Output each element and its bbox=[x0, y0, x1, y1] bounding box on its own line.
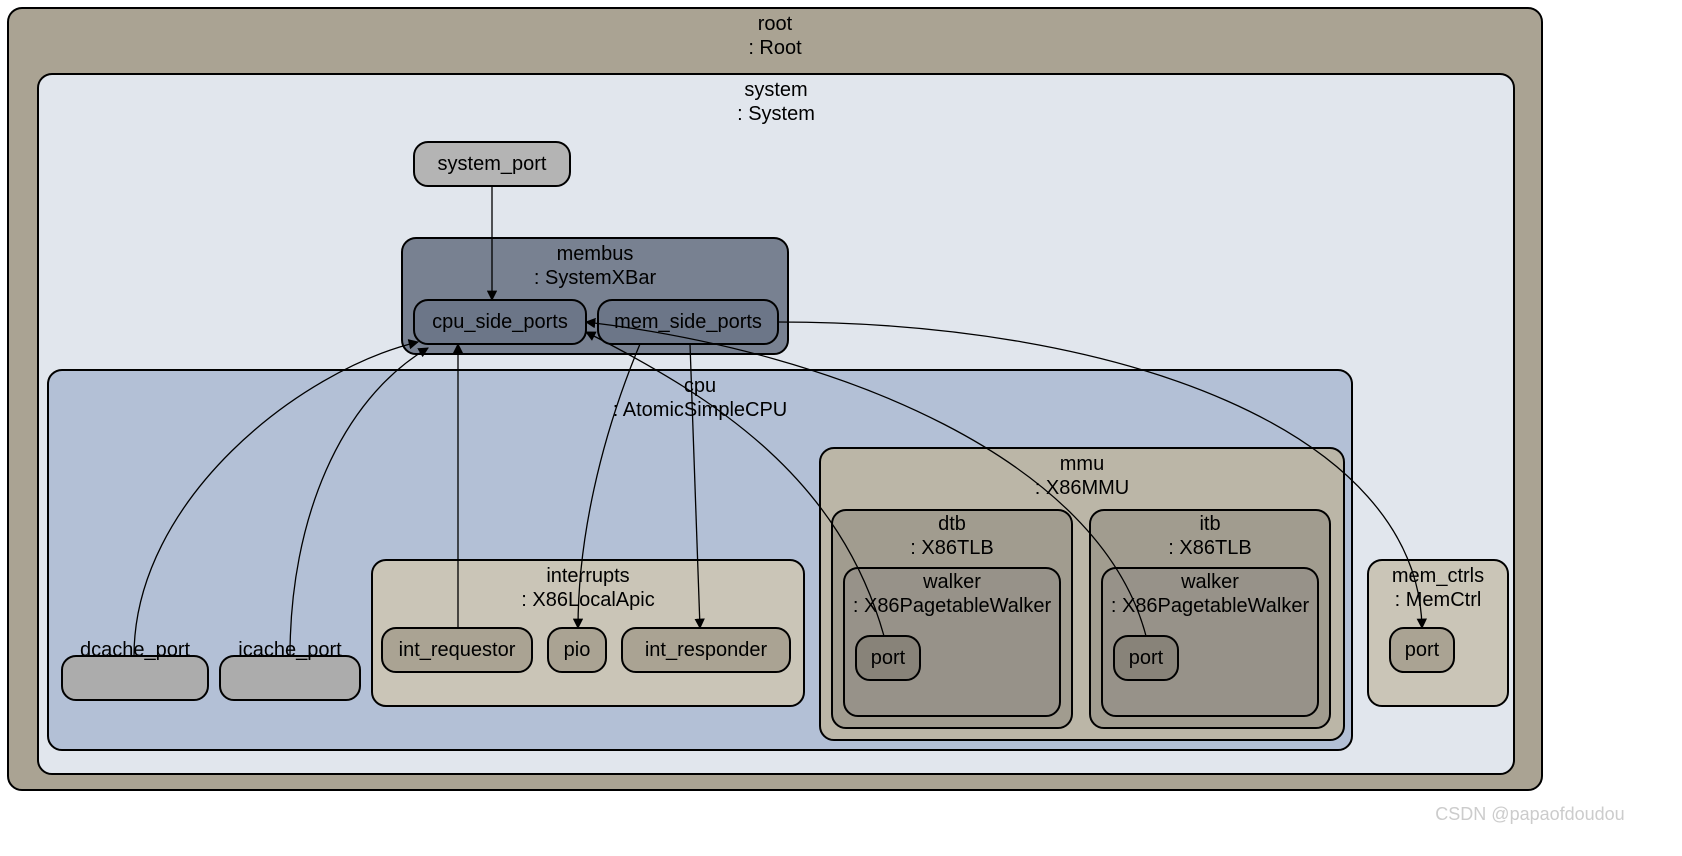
dtb-title2: : X86TLB bbox=[910, 537, 993, 559]
itb-title1: itb bbox=[1199, 513, 1220, 535]
membus-title1: membus bbox=[557, 243, 634, 265]
dcache-port-rect bbox=[62, 656, 208, 700]
interrupts-title2: : X86LocalApic bbox=[521, 589, 654, 611]
itb-walker-title2: : X86PagetableWalker bbox=[1111, 595, 1310, 617]
system-title1: system bbox=[744, 79, 807, 101]
dtb-walker-title1: walker bbox=[922, 571, 981, 593]
dtb-port-label: port bbox=[871, 647, 906, 669]
dtb-port-node: port bbox=[856, 636, 920, 680]
system-port-node: system_port bbox=[414, 142, 570, 186]
mem-side-ports-node: mem_side_ports bbox=[598, 300, 778, 344]
mem-port-node: port bbox=[1390, 628, 1454, 672]
watermark: CSDN @papaofdoudou bbox=[1435, 804, 1624, 824]
interrupts-title1: interrupts bbox=[546, 565, 629, 587]
mem-ctrls-title1: mem_ctrls bbox=[1392, 565, 1484, 587]
cpu-title1: cpu bbox=[684, 375, 716, 397]
membus-title2: : SystemXBar bbox=[534, 267, 657, 289]
root-title1: root bbox=[758, 13, 793, 35]
int-requestor-node: int_requestor bbox=[382, 628, 532, 672]
dtb-title1: dtb bbox=[938, 513, 966, 535]
pio-label: pio bbox=[564, 639, 591, 661]
mem-port-label: port bbox=[1405, 639, 1440, 661]
cpu-side-ports-node: cpu_side_ports bbox=[414, 300, 586, 344]
dtb-walker-title2: : X86PagetableWalker bbox=[853, 595, 1052, 617]
pio-node: pio bbox=[548, 628, 606, 672]
architecture-diagram: root : Root system : System system_port … bbox=[0, 0, 1682, 856]
int-responder-node: int_responder bbox=[622, 628, 790, 672]
mem-ctrls-title2: : MemCtrl bbox=[1395, 589, 1482, 611]
mem-side-ports-label: mem_side_ports bbox=[614, 311, 762, 333]
mmu-title1: mmu bbox=[1060, 453, 1104, 475]
system-title2: : System bbox=[737, 103, 815, 125]
int-requestor-label: int_requestor bbox=[399, 639, 516, 661]
itb-walker-title1: walker bbox=[1180, 571, 1239, 593]
mmu-title2: : X86MMU bbox=[1035, 477, 1129, 499]
itb-title2: : X86TLB bbox=[1168, 537, 1251, 559]
cpu-title2: : AtomicSimpleCPU bbox=[613, 399, 788, 421]
icache-port-rect bbox=[220, 656, 360, 700]
dcache-port-node: dcache_port bbox=[62, 639, 208, 700]
cpu-side-ports-label: cpu_side_ports bbox=[432, 311, 568, 333]
root-title2: : Root bbox=[748, 37, 802, 59]
itb-port-label: port bbox=[1129, 647, 1164, 669]
system-port-label: system_port bbox=[438, 153, 547, 175]
dcache-port-label: dcache_port bbox=[80, 639, 191, 661]
itb-port-node: port bbox=[1114, 636, 1178, 680]
int-responder-label: int_responder bbox=[645, 639, 768, 661]
